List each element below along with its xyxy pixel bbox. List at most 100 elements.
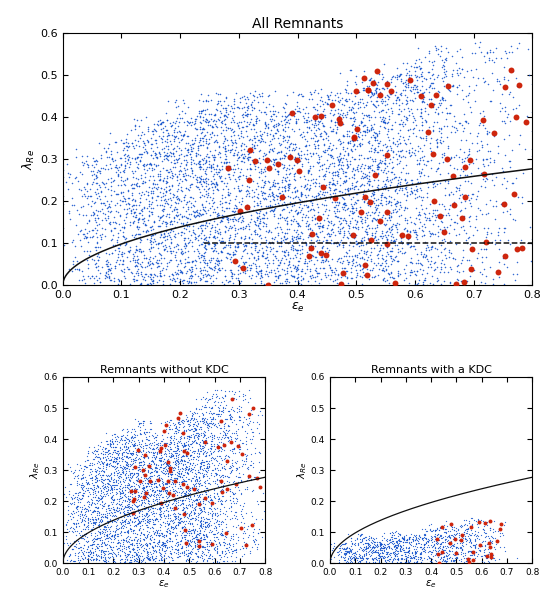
Point bbox=[121, 501, 129, 510]
Point bbox=[84, 515, 93, 524]
Point bbox=[444, 48, 453, 57]
Point bbox=[193, 207, 201, 217]
Point bbox=[392, 199, 401, 208]
Point bbox=[262, 219, 270, 228]
Point bbox=[245, 238, 253, 248]
Point bbox=[143, 540, 151, 550]
Point bbox=[283, 199, 292, 209]
Point bbox=[152, 138, 161, 148]
Point bbox=[174, 544, 182, 554]
Point bbox=[173, 211, 181, 221]
Point bbox=[444, 554, 453, 563]
Point bbox=[173, 192, 181, 202]
Point bbox=[100, 449, 109, 459]
Point bbox=[70, 488, 79, 498]
Point bbox=[135, 464, 144, 474]
Point bbox=[388, 527, 396, 537]
Point bbox=[134, 418, 143, 428]
Point bbox=[179, 504, 187, 514]
Point bbox=[148, 485, 157, 495]
Point bbox=[169, 134, 178, 144]
Point bbox=[334, 156, 342, 166]
Point bbox=[433, 523, 442, 533]
Point bbox=[181, 476, 190, 486]
Point bbox=[99, 466, 108, 476]
Point bbox=[243, 164, 252, 174]
Point bbox=[144, 554, 153, 564]
Point bbox=[159, 538, 168, 548]
Point bbox=[389, 536, 397, 546]
Point bbox=[284, 175, 293, 185]
Point bbox=[182, 483, 191, 493]
Point bbox=[124, 264, 133, 274]
Point bbox=[103, 211, 112, 220]
Point bbox=[328, 255, 337, 264]
Point bbox=[436, 138, 445, 148]
Point bbox=[158, 452, 167, 462]
Point bbox=[173, 157, 182, 166]
Point bbox=[106, 163, 115, 173]
Point bbox=[120, 527, 128, 537]
Point bbox=[322, 180, 330, 190]
Point bbox=[189, 496, 198, 505]
Point bbox=[190, 420, 199, 429]
Point bbox=[192, 488, 200, 498]
Point bbox=[378, 558, 387, 568]
Point bbox=[117, 197, 126, 206]
Point bbox=[364, 220, 373, 230]
Point bbox=[166, 280, 175, 289]
Point bbox=[386, 222, 395, 232]
Point bbox=[112, 477, 121, 487]
Point bbox=[205, 473, 213, 483]
Point bbox=[135, 155, 144, 164]
Point bbox=[327, 174, 336, 183]
Point bbox=[127, 526, 135, 535]
Point bbox=[94, 513, 103, 523]
Point bbox=[477, 169, 485, 178]
Point bbox=[174, 240, 182, 250]
Point bbox=[241, 456, 250, 465]
Point bbox=[261, 396, 270, 406]
Point bbox=[475, 534, 484, 544]
Point bbox=[382, 227, 390, 237]
Point bbox=[120, 166, 128, 175]
Point bbox=[384, 542, 393, 552]
Point bbox=[137, 267, 146, 277]
Point bbox=[217, 397, 225, 407]
Point bbox=[101, 209, 110, 219]
Point bbox=[357, 253, 366, 263]
Point bbox=[69, 497, 78, 507]
Point bbox=[402, 543, 411, 552]
Point bbox=[246, 164, 255, 174]
Point bbox=[153, 468, 162, 477]
Point bbox=[122, 427, 131, 437]
Point bbox=[373, 549, 382, 558]
Point bbox=[405, 538, 413, 547]
Point bbox=[118, 464, 127, 474]
Point bbox=[337, 264, 346, 273]
Point bbox=[262, 207, 271, 217]
Point bbox=[221, 133, 230, 143]
Point bbox=[114, 543, 123, 553]
Point bbox=[247, 139, 256, 149]
Point bbox=[79, 271, 88, 281]
Point bbox=[364, 557, 373, 566]
Point bbox=[231, 145, 240, 155]
Point bbox=[170, 476, 179, 486]
Point bbox=[110, 510, 119, 520]
Point bbox=[373, 185, 382, 195]
Point bbox=[231, 555, 240, 565]
Point bbox=[126, 487, 134, 496]
Point bbox=[353, 250, 361, 260]
Point bbox=[128, 492, 136, 502]
Point bbox=[508, 93, 517, 102]
Point bbox=[174, 471, 182, 481]
Point bbox=[309, 133, 318, 143]
Point bbox=[335, 136, 344, 146]
Point bbox=[414, 275, 423, 284]
Point bbox=[117, 515, 126, 525]
Point bbox=[83, 159, 92, 169]
Point bbox=[459, 521, 468, 530]
Point bbox=[221, 103, 230, 113]
Point bbox=[199, 175, 207, 185]
